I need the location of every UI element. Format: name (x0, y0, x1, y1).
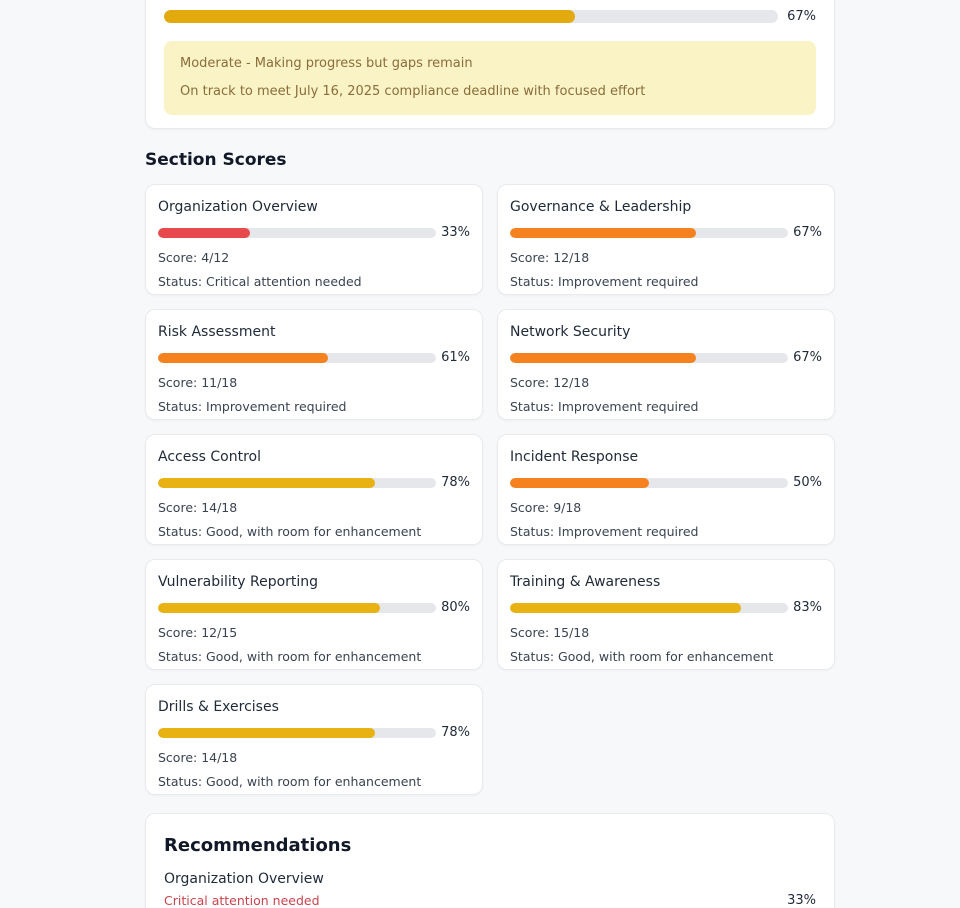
section-progress-row: 80% (158, 600, 470, 615)
section-progress-track (158, 227, 436, 238)
section-card: Risk Assessment 61% Score: 11/18 Status:… (145, 309, 483, 420)
recommendation-row: Critical attention needed 33% (164, 893, 816, 908)
section-percent-label: 78% (441, 475, 470, 490)
overall-note-box: Moderate - Making progress but gaps rema… (164, 41, 816, 115)
section-progress-track (158, 352, 436, 363)
overall-percent-label: 67% (787, 9, 816, 24)
section-status-text: Status: Improvement required (510, 274, 699, 289)
section-progress-fill (158, 727, 375, 738)
section-percent-label: 67% (793, 350, 822, 365)
section-status-text: Status: Improvement required (158, 399, 347, 414)
section-card: Drills & Exercises 78% Score: 14/18 Stat… (145, 684, 483, 795)
section-progress-fill (158, 602, 381, 613)
recommendations-heading: Recommendations (164, 835, 352, 856)
section-title: Network Security (510, 324, 631, 340)
overall-progress-fill (164, 10, 576, 23)
section-progress-row: 67% (510, 350, 822, 365)
section-title: Vulnerability Reporting (158, 574, 319, 590)
section-card: Incident Response 50% Score: 9/18 Status… (497, 434, 835, 545)
section-percent-label: 83% (793, 600, 822, 615)
section-title: Incident Response (510, 449, 639, 465)
recommendation-title: Organization Overview (164, 871, 324, 887)
section-title: Risk Assessment (158, 324, 276, 340)
section-title: Governance & Leadership (510, 199, 692, 215)
section-status-text: Status: Improvement required (510, 524, 699, 539)
section-card: Vulnerability Reporting 80% Score: 12/15… (145, 559, 483, 670)
overall-progress-row: 67% (164, 9, 816, 24)
recommendation-percent-label: 33% (787, 893, 816, 908)
recommendations-card: Recommendations Organization Overview Cr… (145, 813, 835, 908)
section-progress-fill (510, 227, 697, 238)
section-progress-row: 83% (510, 600, 822, 615)
section-status-text: Status: Good, with room for enhancement (158, 524, 422, 539)
section-progress-track (158, 727, 436, 738)
section-progress-row: 78% (158, 475, 470, 490)
section-percent-label: 50% (793, 475, 822, 490)
overall-note-line1: Moderate - Making progress but gaps rema… (180, 56, 473, 71)
section-status-text: Status: Good, with room for enhancement (158, 774, 422, 789)
section-card: Network Security 67% Score: 12/18 Status… (497, 309, 835, 420)
section-progress-fill (510, 352, 697, 363)
overall-score-card: 67% Moderate - Making progress but gaps … (145, 0, 835, 129)
section-score-text: Score: 12/18 (510, 375, 590, 390)
section-score-text: Score: 9/18 (510, 500, 582, 515)
section-progress-track (510, 602, 788, 613)
section-progress-track (510, 227, 788, 238)
section-progress-fill (510, 602, 741, 613)
section-progress-row: 78% (158, 725, 470, 740)
section-title: Training & Awareness (510, 574, 661, 590)
overall-note-line2: On track to meet July 16, 2025 complianc… (180, 84, 646, 99)
report-container: 67% Moderate - Making progress but gaps … (145, 0, 835, 908)
section-progress-fill (158, 227, 250, 238)
recommendation-item: Organization Overview Critical attention… (164, 871, 816, 908)
section-status-text: Status: Improvement required (510, 399, 699, 414)
section-card: Access Control 78% Score: 14/18 Status: … (145, 434, 483, 545)
section-title: Drills & Exercises (158, 699, 279, 715)
section-score-text: Score: 14/18 (158, 500, 238, 515)
overall-progress-track (164, 10, 778, 23)
section-score-text: Score: 15/18 (510, 625, 590, 640)
section-percent-label: 61% (441, 350, 470, 365)
section-progress-track (158, 602, 436, 613)
section-progress-track (510, 477, 788, 488)
section-progress-fill (158, 477, 375, 488)
section-progress-track (158, 477, 436, 488)
section-score-text: Score: 12/18 (510, 250, 590, 265)
section-progress-track (510, 352, 788, 363)
section-status-text: Status: Good, with room for enhancement (510, 649, 774, 664)
section-scores-heading: Section Scores (145, 150, 287, 170)
section-percent-label: 67% (793, 225, 822, 240)
section-card: Organization Overview 33% Score: 4/12 St… (145, 184, 483, 295)
section-progress-fill (158, 352, 328, 363)
section-progress-row: 50% (510, 475, 822, 490)
section-title: Organization Overview (158, 199, 318, 215)
section-title: Access Control (158, 449, 261, 465)
section-score-text: Score: 14/18 (158, 750, 238, 765)
recommendations-list: Organization Overview Critical attention… (164, 871, 816, 908)
section-progress-row: 33% (158, 225, 470, 240)
section-status-text: Status: Critical attention needed (158, 274, 362, 289)
section-progress-fill (510, 477, 649, 488)
section-progress-row: 67% (510, 225, 822, 240)
section-percent-label: 80% (441, 600, 470, 615)
section-progress-row: 61% (158, 350, 470, 365)
section-status-text: Status: Good, with room for enhancement (158, 649, 422, 664)
section-percent-label: 33% (441, 225, 470, 240)
recommendation-note: Critical attention needed (164, 893, 320, 908)
section-score-text: Score: 12/15 (158, 625, 238, 640)
section-score-text: Score: 11/18 (158, 375, 238, 390)
section-score-text: Score: 4/12 (158, 250, 230, 265)
section-grid: Organization Overview 33% Score: 4/12 St… (145, 184, 835, 795)
section-percent-label: 78% (441, 725, 470, 740)
section-card: Governance & Leadership 67% Score: 12/18… (497, 184, 835, 295)
section-card: Training & Awareness 83% Score: 15/18 St… (497, 559, 835, 670)
